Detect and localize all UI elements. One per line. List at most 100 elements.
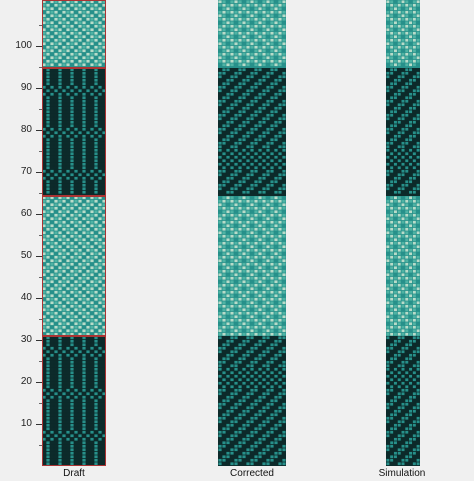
weave-cell bbox=[262, 92, 266, 96]
weave-cell bbox=[226, 339, 230, 343]
weave-cell bbox=[262, 371, 266, 375]
weave-cell bbox=[234, 3, 238, 7]
weave-cell bbox=[405, 199, 409, 203]
weave-cell bbox=[278, 31, 282, 35]
weave-cell bbox=[242, 210, 246, 214]
weave-cell bbox=[274, 78, 278, 82]
weave-cell bbox=[78, 350, 82, 354]
weave-cell bbox=[54, 402, 58, 406]
weave-cell bbox=[262, 259, 266, 263]
weave-cell bbox=[270, 448, 274, 452]
weave-cell bbox=[94, 406, 98, 410]
weave-cell bbox=[266, 173, 270, 177]
weave-cell bbox=[74, 462, 78, 466]
weave-cell bbox=[86, 276, 90, 280]
weave-cell bbox=[90, 273, 94, 277]
weave-cell bbox=[94, 187, 98, 191]
weave-cell bbox=[386, 17, 390, 21]
weave-cell bbox=[78, 176, 82, 180]
weave-cell bbox=[222, 89, 226, 93]
weave-cell bbox=[82, 99, 86, 103]
weave-cell bbox=[226, 441, 230, 445]
weave-cell bbox=[94, 155, 98, 159]
weave-cell bbox=[238, 238, 242, 242]
weave-cell bbox=[66, 273, 70, 277]
weave-cell bbox=[274, 409, 278, 413]
weave-cell bbox=[270, 0, 274, 4]
weave-cell bbox=[50, 297, 54, 301]
weave-cell bbox=[66, 169, 70, 173]
weave-cell bbox=[222, 350, 226, 354]
weave-cell bbox=[230, 276, 234, 280]
weave-cell bbox=[230, 423, 234, 427]
weave-cell bbox=[262, 134, 266, 138]
weave-cell bbox=[54, 89, 58, 93]
weave-cell bbox=[66, 395, 70, 399]
weave-cell bbox=[50, 10, 54, 14]
weave-cell bbox=[90, 374, 94, 378]
weave-cell bbox=[238, 231, 242, 235]
weave-cell bbox=[74, 458, 78, 462]
weave-cell bbox=[412, 176, 416, 180]
weave-cell bbox=[222, 7, 226, 11]
weave-cell bbox=[250, 318, 254, 322]
weave-cell bbox=[90, 196, 94, 200]
weave-cell bbox=[86, 173, 90, 177]
weave-cell bbox=[386, 120, 390, 124]
weave-cell bbox=[62, 262, 66, 266]
weave-cell bbox=[386, 152, 390, 156]
weave-cell bbox=[102, 166, 106, 170]
weave-cell bbox=[86, 385, 90, 389]
weave-cell bbox=[254, 145, 258, 149]
weave-cell bbox=[409, 35, 413, 39]
weave-cell bbox=[246, 17, 250, 21]
weave-cell bbox=[278, 21, 282, 25]
weave-cell bbox=[278, 159, 282, 163]
weave-cell bbox=[234, 24, 238, 28]
weave-cell bbox=[42, 371, 46, 375]
weave-cell bbox=[270, 159, 274, 163]
weave-cell bbox=[98, 294, 102, 298]
weave-cell bbox=[218, 24, 222, 28]
weave-cell bbox=[62, 385, 66, 389]
weave-cell bbox=[46, 367, 50, 371]
weave-cell bbox=[412, 131, 416, 135]
weave-cell bbox=[82, 96, 86, 100]
weave-cell bbox=[70, 49, 74, 53]
weave-cell bbox=[82, 437, 86, 441]
weave-cell bbox=[46, 448, 50, 452]
weave-cell bbox=[282, 357, 286, 361]
weave-cell bbox=[226, 399, 230, 403]
weave-cell bbox=[278, 35, 282, 39]
weave-cell bbox=[82, 346, 86, 350]
weave-cell bbox=[226, 413, 230, 417]
weave-cell bbox=[230, 89, 234, 93]
weave-cell bbox=[98, 190, 102, 194]
weave-cell bbox=[250, 297, 254, 301]
weave-cell bbox=[42, 14, 46, 18]
weave-cell bbox=[218, 89, 222, 93]
weave-cell bbox=[393, 145, 397, 149]
weave-cell bbox=[86, 266, 90, 270]
weave-cell bbox=[94, 430, 98, 434]
weave-cell bbox=[90, 381, 94, 385]
weave-cell bbox=[54, 245, 58, 249]
weave-cell bbox=[86, 85, 90, 89]
weave-cell bbox=[278, 241, 282, 245]
weave-cell bbox=[58, 339, 62, 343]
weave-cell bbox=[250, 75, 254, 79]
weave-cell bbox=[50, 322, 54, 326]
weave-cell bbox=[46, 266, 50, 270]
weave-cell bbox=[66, 96, 70, 100]
weave-cell bbox=[409, 224, 413, 228]
weave-cell bbox=[274, 448, 278, 452]
weave-cell bbox=[82, 318, 86, 322]
weave-cell bbox=[254, 92, 258, 96]
weave-cell bbox=[78, 49, 82, 53]
weave-cell bbox=[102, 420, 106, 424]
weave-cell bbox=[242, 227, 246, 231]
weave-cell bbox=[274, 155, 278, 159]
weave-cell bbox=[390, 220, 394, 224]
weave-cell bbox=[62, 3, 66, 7]
weave-cell bbox=[401, 56, 405, 60]
